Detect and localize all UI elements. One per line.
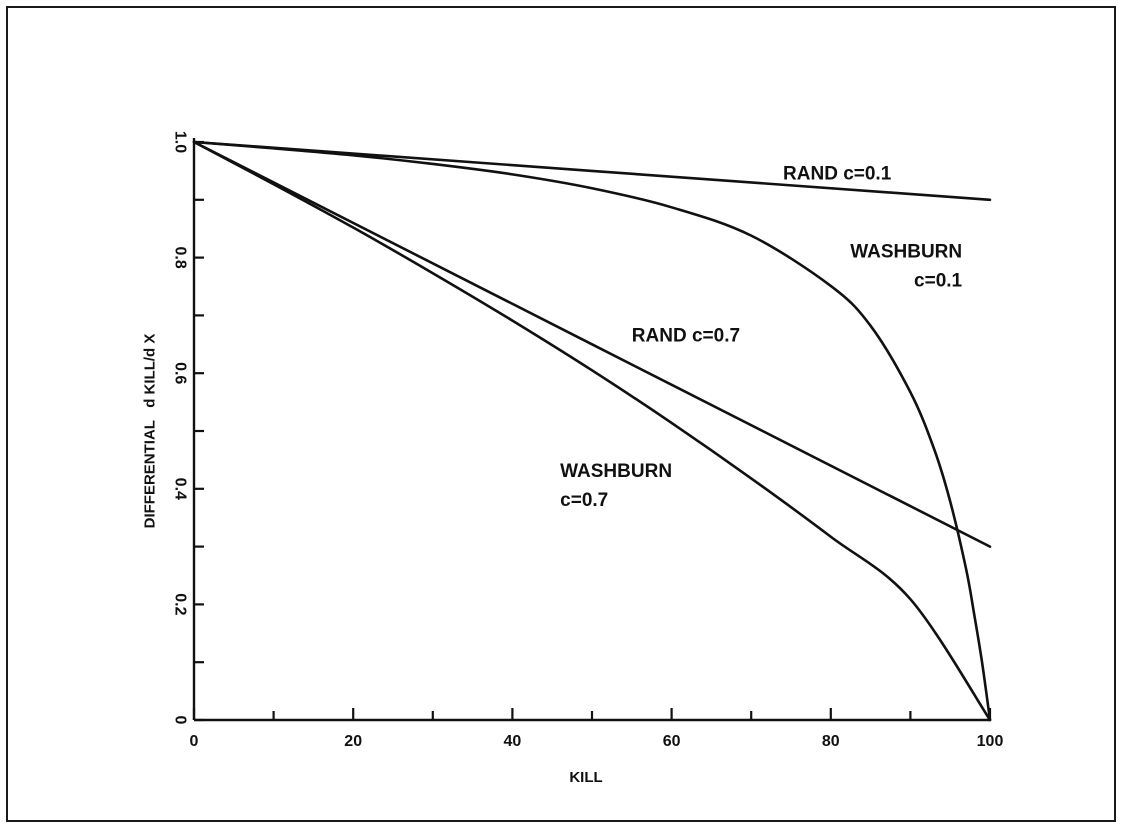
series-annotation: RAND c=0.7 [632,325,740,346]
series-line-rand-c-0-7 [192,140,992,548]
y-tick-label: 0.4 [172,478,189,500]
curves [192,140,992,722]
annotation-line: c=0.7 [560,490,608,511]
annotation-line: RAND c=0.7 [632,325,740,346]
x-tick-label: 40 [504,733,522,750]
chart-plot: 0 20 40 60 80 100 0 0.2 0.4 0.6 0.8 1.0 KILL DIFFER… [142,131,1004,786]
annotation-line: WASHBURN [850,242,962,263]
x-tick-label: 20 [344,733,362,750]
y-tick-label: 1.0 [172,131,189,153]
x-axis-label: KILL [569,769,602,786]
annotation-line: WASHBURN [560,461,672,482]
y-tick-label: 0.8 [172,246,189,268]
x-tick-label: 80 [822,733,840,750]
annotation-line: RAND c=0.1 [783,164,892,185]
series-annotation: WASHBURN c=0.1 [850,242,962,292]
axes: 0 20 40 60 80 100 0 0.2 0.4 0.6 0.8 1.0 [172,131,1004,750]
x-tick-label: 60 [663,733,681,750]
series-line-washburn-c-0-7 [192,140,992,722]
y-tick-label: 0.2 [172,593,189,615]
annotation-line: c=0.1 [914,271,963,292]
chart-frame: 0 20 40 60 80 100 0 0.2 0.4 0.6 0.8 1.0 KILL DIFFER… [6,6,1116,822]
series-annotation: RAND c=0.1 [783,164,892,185]
y-tick-label: 0 [172,716,189,725]
x-tick-label: 0 [190,733,199,750]
y-axis-label: DIFFERENTIAL d KILL/d X [142,334,159,529]
x-tick-label: 100 [977,733,1004,750]
labels: KILL DIFFERENTIAL d KILL/d X RAND c=0.1 W… [142,164,963,786]
series-line-washburn-c-0-1 [192,140,992,722]
y-tick-label: 0.6 [172,362,189,384]
series-annotation: WASHBURN c=0.7 [560,461,672,511]
